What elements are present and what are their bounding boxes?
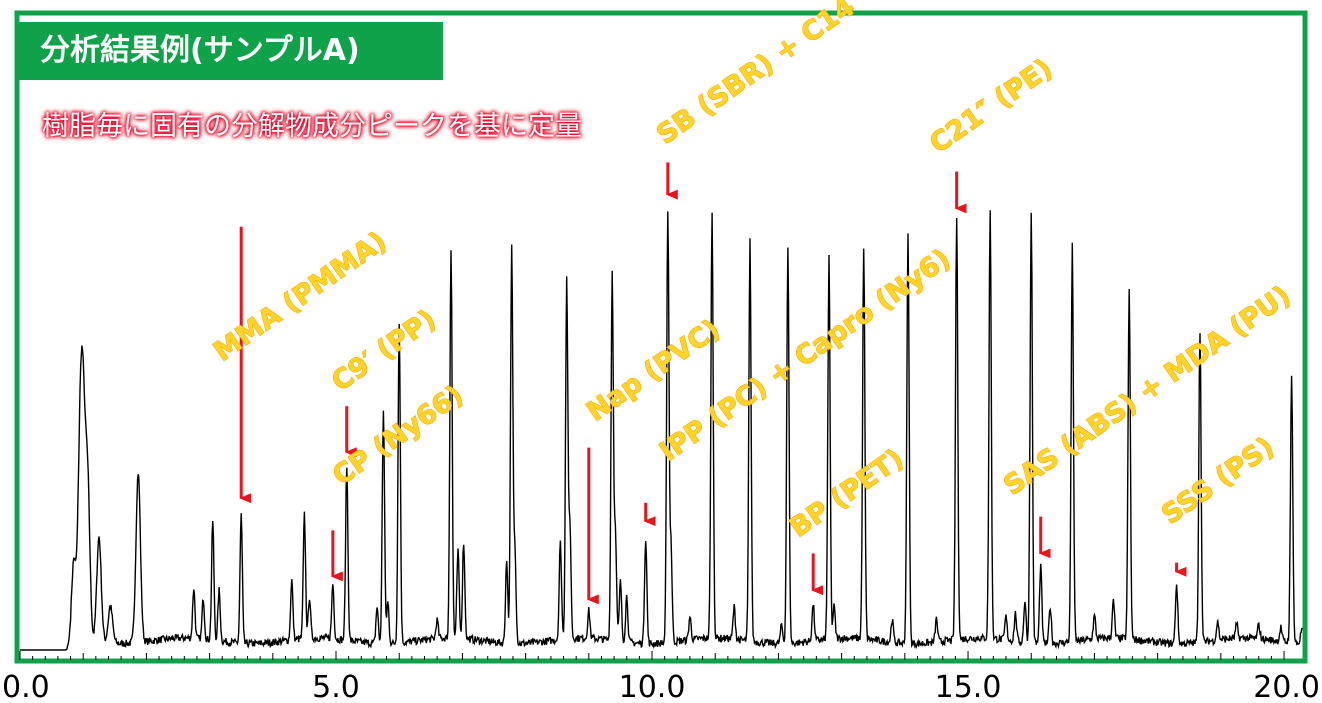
chart-title: 分析結果例(サンプルA) (18, 22, 443, 80)
x-tick-label: 5.0 (312, 670, 360, 703)
x-tick-label: 20.0 (1253, 670, 1320, 703)
x-tick-label: 0.0 (2, 670, 50, 703)
x-tick-label: 15.0 (935, 670, 1002, 703)
chart-frame (14, 10, 1308, 664)
chart-subtitle: 樹脂毎に固有の分解物成分ピークを基に定量 (42, 111, 582, 142)
x-axis-tick-labels: 0.0 5.0 10.0 15.0 20.0 (2, 670, 1320, 703)
x-axis-ticks (19, 651, 1285, 660)
peak-arrows (239, 162, 1187, 605)
x-tick-label: 10.0 (619, 670, 686, 703)
chromatogram-trace (20, 210, 1303, 651)
